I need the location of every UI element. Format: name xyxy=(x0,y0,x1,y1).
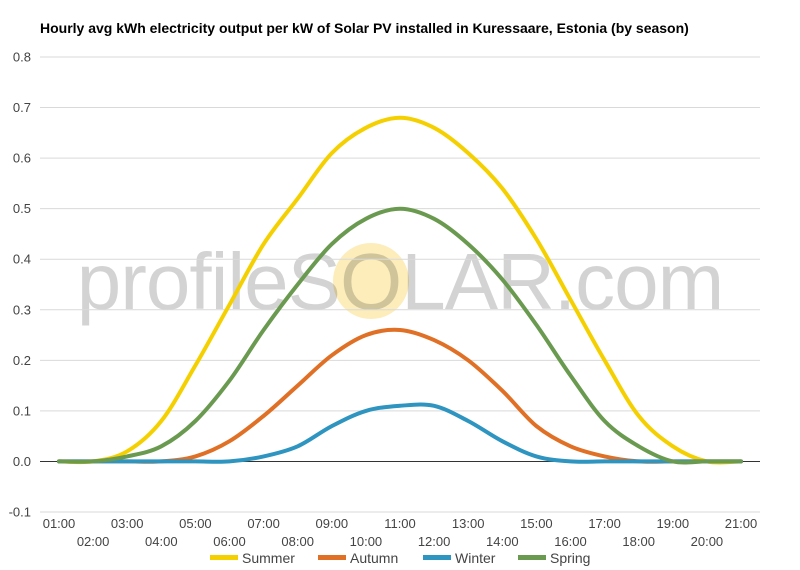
series-line-autumn xyxy=(57,327,743,464)
x-tick-label: 13:00 xyxy=(452,516,485,531)
chart-title: Hourly avg kWh electricity output per kW… xyxy=(40,20,689,36)
x-tick-label: 01:00 xyxy=(43,516,76,531)
x-tick-label: 04:00 xyxy=(145,534,178,549)
legend-item-spring[interactable]: Spring xyxy=(518,550,590,566)
legend-item-summer[interactable]: Summer xyxy=(210,550,295,566)
y-tick-label: 0.5 xyxy=(13,201,31,216)
x-tick-label: 06:00 xyxy=(213,534,246,549)
legend-swatch xyxy=(423,555,451,560)
legend-swatch xyxy=(518,555,546,560)
legend-item-winter[interactable]: Winter xyxy=(423,550,496,566)
x-tick-label: 09:00 xyxy=(316,516,349,531)
watermark-sun xyxy=(333,243,409,319)
legend: Summer Autumn Winter Spring xyxy=(210,550,590,566)
x-tick-label: 07:00 xyxy=(247,516,280,531)
y-tick-label: 0.3 xyxy=(13,302,31,317)
legend-item-autumn[interactable]: Autumn xyxy=(318,550,398,566)
y-tick-label: 0.4 xyxy=(13,252,31,267)
legend-swatch xyxy=(318,555,346,560)
series-line-summer xyxy=(57,115,743,465)
x-tick-label: 19:00 xyxy=(657,516,690,531)
legend-label: Summer xyxy=(242,550,295,566)
x-tick-label: 10:00 xyxy=(350,534,383,549)
watermark-text: profileSOLAR.com xyxy=(77,237,723,326)
series-line-spring xyxy=(57,206,743,465)
y-tick-label: 0.8 xyxy=(13,50,31,65)
y-tick-label: 0.1 xyxy=(13,403,31,418)
x-tick-label: 05:00 xyxy=(179,516,212,531)
x-tick-label: 21:00 xyxy=(725,516,758,531)
x-tick-label: 11:00 xyxy=(384,516,416,531)
legend-label: Autumn xyxy=(350,550,398,566)
x-tick-label: 14:00 xyxy=(486,534,519,549)
legend-label: Spring xyxy=(550,550,590,566)
x-tick-label: 16:00 xyxy=(554,534,587,549)
watermark: profileSOLAR.com xyxy=(77,237,724,326)
x-tick-label: 20:00 xyxy=(691,534,724,549)
y-axis: -0.1 0.0 0.1 0.2 0.3 0.4 0.5 0.6 0.7 0.8 xyxy=(9,50,31,520)
gridlines xyxy=(40,56,760,513)
x-tick-label: 08:00 xyxy=(281,534,314,549)
x-tick-label: 15:00 xyxy=(520,516,553,531)
x-tick-label: 12:00 xyxy=(418,534,451,549)
y-tick-label: -0.1 xyxy=(9,505,31,520)
x-tick-label: 02:00 xyxy=(77,534,110,549)
x-axis: 01:0002:0003:0004:0005:0006:0007:0008:00… xyxy=(43,516,758,549)
y-tick-label: 0.7 xyxy=(13,100,31,115)
y-tick-label: 0.2 xyxy=(13,353,31,368)
legend-swatch xyxy=(210,555,238,560)
series-lines xyxy=(57,115,743,465)
x-tick-label: 18:00 xyxy=(622,534,655,549)
y-tick-label: 0.6 xyxy=(13,151,31,166)
x-tick-label: 17:00 xyxy=(588,516,621,531)
series-line-winter xyxy=(57,402,743,464)
x-tick-label: 03:00 xyxy=(111,516,144,531)
legend-label: Winter xyxy=(455,550,496,566)
y-tick-label: 0.0 xyxy=(13,454,31,469)
